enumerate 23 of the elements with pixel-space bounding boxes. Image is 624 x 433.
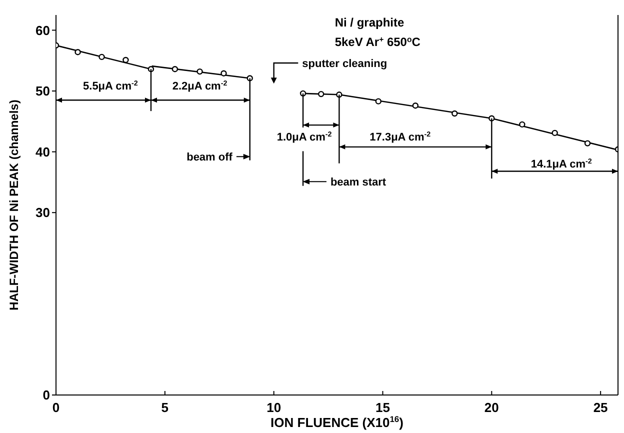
x-tick-label: 20 — [484, 400, 499, 415]
x-axis-title: ION FLUENCE (X10$^{16}$) — [270, 414, 404, 430]
y-tick-label: 30 — [36, 205, 50, 220]
annotation: 17.3μA cm$^{-2}$ — [370, 130, 431, 144]
y-tick-label: 60 — [36, 22, 50, 38]
x-tick-label: 10 — [266, 400, 282, 415]
x-tick-label: 5 — [161, 400, 169, 415]
x-tick-label: 0 — [52, 400, 60, 415]
annotation: 1.0μA cm$^{-2}$ — [276, 130, 332, 144]
x-tick-label: 15 — [376, 400, 390, 415]
x-tick-label: 25 — [593, 400, 608, 415]
annotation: 5.5μA cm$^{-2}$ — [83, 80, 138, 93]
y-tick-label: 50 — [36, 84, 50, 99]
y-tick-label: 40 — [36, 144, 50, 160]
annotation: 2.2μA cm$^{-2}$ — [172, 80, 228, 93]
y-axis-title: HALF-WIDTH OF Ni PEAK (channels) — [7, 100, 21, 310]
annotation: beam off — [186, 152, 233, 164]
annotation: Ni / graphite — [334, 15, 404, 30]
annotation: 14.1μA cm$^{-2}$ — [530, 157, 592, 170]
annotation: 5keV Ar$^{+}$ 650$^{o}$C — [334, 34, 421, 49]
y-tick-label: 0 — [42, 388, 50, 403]
annotation: beam start — [330, 176, 386, 189]
annotation: sputter cleaning — [302, 58, 388, 70]
